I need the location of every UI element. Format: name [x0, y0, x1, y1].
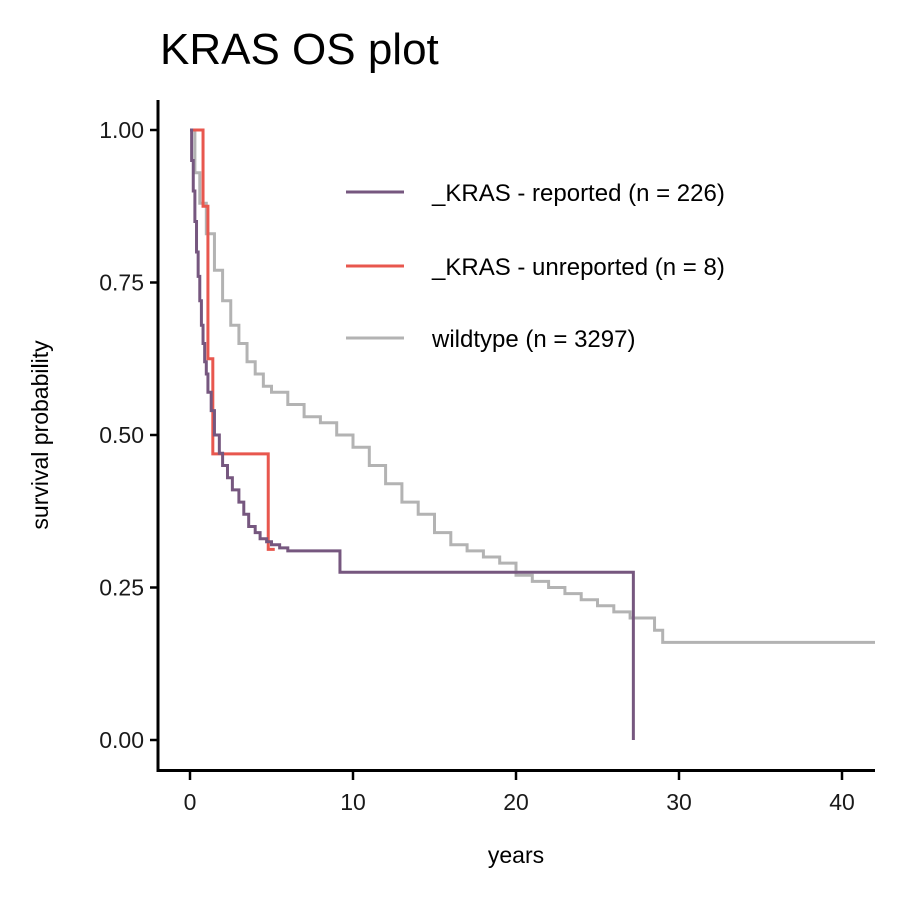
chart-title: KRAS OS plot	[160, 25, 439, 74]
axis-ticks: 0.00 0.25 0.50 0.75 1.00 0 10 20 30 40	[99, 117, 855, 815]
survival-curve-kras-unreported	[190, 128, 275, 551]
survival-curve-wildtype	[190, 128, 875, 644]
survival-curves	[190, 128, 875, 740]
x-tick-label: 0	[184, 789, 197, 815]
y-axis-title: survival probability	[27, 340, 53, 530]
y-tick-label: 0.50	[99, 422, 144, 448]
y-tick-label: 0.25	[99, 575, 144, 601]
x-tick-label: 20	[503, 789, 529, 815]
y-tick-label: 1.00	[99, 117, 144, 143]
y-tick-label: 0.00	[99, 727, 144, 753]
legend-label: wildtype (n = 3297)	[431, 326, 635, 353]
legend-label: _KRAS - reported (n = 226)	[431, 180, 725, 207]
survival-curve-kras-reported	[190, 128, 635, 740]
legend-label: _KRAS - unreported (n = 8)	[431, 254, 725, 281]
x-axis-title: years	[488, 842, 544, 868]
x-tick-label: 30	[666, 789, 692, 815]
x-tick-label: 40	[829, 789, 855, 815]
y-tick-label: 0.75	[99, 270, 144, 296]
x-tick-label: 10	[340, 789, 366, 815]
legend: _KRAS - reported (n = 226) _KRAS - unrepo…	[346, 180, 725, 353]
